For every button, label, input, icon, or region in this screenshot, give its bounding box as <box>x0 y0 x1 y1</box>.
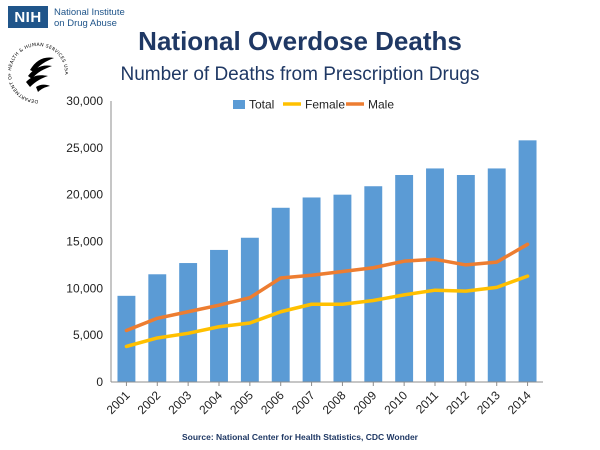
x-tick-label-2005: 2005 <box>227 388 256 417</box>
line-male <box>124 242 530 333</box>
x-tick-label-2012: 2012 <box>443 388 472 417</box>
x-tick-label-2010: 2010 <box>381 388 410 417</box>
nih-logo: NIH <box>8 6 48 28</box>
y-tick-label: 20,000 <box>66 188 103 202</box>
source-note: Source: National Center for Health Stati… <box>182 432 418 442</box>
y-tick-label: 0 <box>96 375 103 389</box>
y-tick-label: 10,000 <box>66 281 103 295</box>
bar-total-2012 <box>456 174 475 382</box>
x-tick-label-2007: 2007 <box>289 388 318 417</box>
x-tick-label-2013: 2013 <box>474 388 503 417</box>
bar-total-2009 <box>364 186 383 382</box>
line-female <box>124 274 530 349</box>
institute-name: National Institute on Drug Abuse <box>54 7 144 29</box>
bar-total-2002 <box>148 274 167 382</box>
bar-total-2007 <box>302 197 321 382</box>
legend-label-female: Female <box>305 98 345 112</box>
chart-subtitle: Number of Deaths from Prescription Drugs <box>120 64 480 85</box>
y-tick-label: 5,000 <box>73 328 103 342</box>
x-tick-label-2002: 2002 <box>135 388 164 417</box>
legend-label-male: Male <box>368 98 394 112</box>
x-tick-label-2004: 2004 <box>196 388 225 417</box>
bar-total-2006 <box>271 207 290 382</box>
bar-total-2013 <box>487 168 506 382</box>
bar-total-2001 <box>117 295 136 382</box>
x-tick-label-2011: 2011 <box>413 388 441 416</box>
bar-total-2004 <box>210 249 228 382</box>
x-tick-label-2001: 2001 <box>104 388 133 417</box>
institute-name-line2: on Drug Abuse <box>54 18 117 29</box>
hhs-seal-icon: DEPARTMENT OF HEALTH & HUMAN SERVICES US… <box>8 42 68 104</box>
x-tick-label-2009: 2009 <box>351 388 380 417</box>
legend-swatch-total <box>233 100 245 109</box>
bar-total-2011 <box>426 168 444 382</box>
x-tick-label-2003: 2003 <box>165 388 194 417</box>
x-tick-label-2008: 2008 <box>320 388 349 417</box>
x-tick-label-2006: 2006 <box>258 388 287 417</box>
y-tick-label: 25,000 <box>66 141 103 155</box>
bar-total-2005 <box>240 237 259 382</box>
y-tick-label: 15,000 <box>66 235 103 249</box>
y-tick-label: 30,000 <box>66 94 103 108</box>
bar-total-2003 <box>179 263 198 382</box>
bar-total-2010 <box>395 174 414 382</box>
institute-name-line1: National Institute <box>54 7 125 18</box>
x-tick-label-2014: 2014 <box>505 388 534 417</box>
chart-title: National Overdose Deaths <box>138 26 462 56</box>
bar-total-2014 <box>518 140 537 382</box>
legend-label-total: Total <box>249 98 274 112</box>
bar-total-2008 <box>333 194 352 382</box>
